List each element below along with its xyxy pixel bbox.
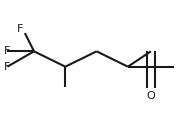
Text: O: O: [146, 91, 155, 101]
Text: F: F: [17, 24, 23, 34]
Text: F: F: [4, 62, 10, 72]
Text: F: F: [4, 46, 10, 56]
